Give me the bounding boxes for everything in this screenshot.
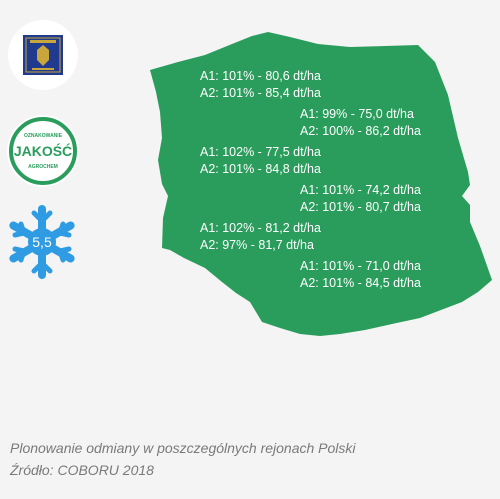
region-4-a2: A2: 101% - 80,7 dt/ha	[300, 200, 421, 214]
region-4-a1: A1: 101% - 74,2 dt/ha	[300, 183, 421, 197]
region-5-a1: A1: 102% - 81,2 dt/ha	[200, 221, 321, 235]
poland-map-shape	[150, 32, 492, 336]
quality-stamp-main-text: JAKOŚĆ	[14, 142, 72, 159]
quality-stamp-badge: OZNAKOWANIE JAKOŚĆ AGROCHEM	[6, 114, 80, 188]
region-2-a1: A1: 99% - 75,0 dt/ha	[300, 107, 414, 121]
region-3-a2: A2: 101% - 84,8 dt/ha	[200, 162, 321, 176]
region-3-a1: A1: 102% - 77,5 dt/ha	[200, 145, 321, 159]
region-1-a1: A1: 101% - 80,6 dt/ha	[200, 69, 321, 83]
caption-source: Źródło: COBORU 2018	[10, 462, 154, 478]
frost-resistance-value: 5,5	[32, 234, 52, 250]
quality-stamp-bottom-text: AGROCHEM	[28, 164, 58, 170]
region-6-a2: A2: 101% - 84,5 dt/ha	[300, 276, 421, 290]
region-label-4: A1: 101% - 74,2 dt/ha A2: 101% - 80,7 dt…	[300, 182, 421, 216]
region-label-2: A1: 99% - 75,0 dt/ha A2: 100% - 86,2 dt/…	[300, 106, 421, 140]
region-1-a2: A2: 101% - 85,4 dt/ha	[200, 86, 321, 100]
crest-logo-badge	[8, 20, 78, 90]
region-label-6: A1: 101% - 71,0 dt/ha A2: 101% - 84,5 dt…	[300, 258, 421, 292]
region-label-1: A1: 101% - 80,6 dt/ha A2: 101% - 85,4 dt…	[200, 68, 321, 102]
region-2-a2: A2: 100% - 86,2 dt/ha	[300, 124, 421, 138]
region-label-5: A1: 102% - 81,2 dt/ha A2: 97% - 81,7 dt/…	[200, 220, 321, 254]
caption-line-1: Plonowanie odmiany w poszczególnych rejo…	[10, 440, 356, 456]
region-6-a1: A1: 101% - 71,0 dt/ha	[300, 259, 421, 273]
quality-stamp-top-text: OZNAKOWANIE	[24, 133, 63, 139]
snowflake-icon: 5,5	[9, 205, 75, 279]
region-label-3: A1: 102% - 77,5 dt/ha A2: 101% - 84,8 dt…	[200, 144, 321, 178]
region-5-a2: A2: 97% - 81,7 dt/ha	[200, 238, 314, 252]
frost-resistance-badge: 5,5	[5, 205, 79, 279]
